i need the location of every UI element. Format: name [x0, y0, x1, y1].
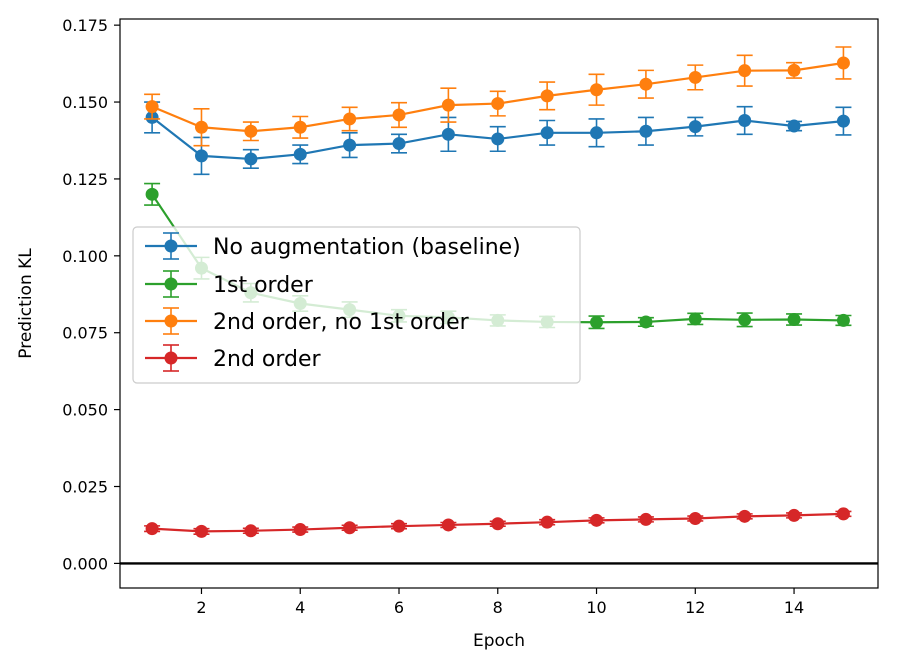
- data-point: [836, 507, 850, 521]
- legend-box: [132, 226, 581, 384]
- data-point: [540, 89, 554, 103]
- x-tick-label: 4: [295, 598, 305, 617]
- legend-entry: 1st order: [145, 270, 314, 298]
- data-point: [639, 315, 653, 329]
- x-axis-title: Epoch: [473, 631, 525, 651]
- data-point: [836, 313, 850, 327]
- x-tick-label: 2: [196, 598, 206, 617]
- data-point: [343, 112, 357, 126]
- data-point: [293, 147, 307, 161]
- data-point: [293, 120, 307, 134]
- data-point: [491, 132, 505, 146]
- legend: No augmentation (baseline) 1st order 2nd o…: [132, 226, 581, 384]
- series-layer: [144, 46, 852, 538]
- y-tick-label: 0.125: [62, 170, 108, 189]
- legend-label: 1st order: [213, 273, 314, 298]
- data-point: [688, 312, 702, 326]
- data-point: [540, 126, 554, 140]
- legend-marker: [164, 277, 178, 291]
- data-point: [194, 120, 208, 134]
- data-point: [836, 56, 850, 70]
- data-point: [738, 113, 752, 127]
- data-point: [145, 522, 159, 536]
- axes-frame: [119, 18, 879, 589]
- x-tick-label: 14: [784, 598, 804, 617]
- data-point: [688, 70, 702, 84]
- y-tick-label: 0.100: [62, 247, 108, 266]
- y-tick-label: 0.050: [62, 401, 108, 420]
- data-point: [392, 137, 406, 151]
- data-point: [639, 77, 653, 91]
- x-tick-label: 8: [493, 598, 503, 617]
- data-point: [639, 124, 653, 138]
- data-point: [836, 114, 850, 128]
- x-tick-label: 10: [586, 598, 606, 617]
- data-point: [491, 97, 505, 111]
- data-point: [244, 524, 258, 538]
- series-3: [144, 46, 852, 147]
- y-tick-label: 0.025: [62, 478, 108, 497]
- y-tick-label: 0.000: [62, 554, 108, 573]
- legend-entry: 2nd order, no 1st order: [145, 307, 470, 335]
- data-point: [145, 100, 159, 114]
- legend-label: 2nd order: [213, 347, 322, 372]
- data-point: [787, 508, 801, 522]
- data-point: [145, 187, 159, 201]
- data-point: [441, 127, 455, 141]
- data-point: [441, 518, 455, 532]
- legend-entry: No augmentation (baseline): [145, 232, 521, 260]
- data-point: [738, 64, 752, 78]
- legend-label: No augmentation (baseline): [213, 235, 521, 260]
- y-tick-label: 0.175: [62, 16, 108, 35]
- data-point: [787, 312, 801, 326]
- x-tick-label: 6: [394, 598, 404, 617]
- x-tick-label: 12: [685, 598, 705, 617]
- data-point: [540, 515, 554, 529]
- y-tick-label: 0.150: [62, 93, 108, 112]
- data-point: [194, 149, 208, 163]
- y-axis-title: Prediction KL: [16, 248, 36, 359]
- legend-marker: [164, 239, 178, 253]
- data-point: [590, 83, 604, 97]
- legend-label: 2nd order, no 1st order: [213, 310, 470, 335]
- data-point: [590, 315, 604, 329]
- data-point: [787, 119, 801, 133]
- data-point: [738, 313, 752, 327]
- data-point: [787, 63, 801, 77]
- data-point: [688, 511, 702, 525]
- data-point: [738, 509, 752, 523]
- series-4: [144, 507, 852, 538]
- data-point: [639, 512, 653, 526]
- data-point: [392, 108, 406, 122]
- data-point: [688, 120, 702, 134]
- data-point: [244, 152, 258, 166]
- data-point: [441, 98, 455, 112]
- y-tick-label: 0.075: [62, 324, 108, 343]
- legend-entry: 2nd order: [145, 344, 322, 372]
- data-point: [392, 519, 406, 533]
- data-point: [244, 124, 258, 138]
- data-point: [590, 126, 604, 140]
- data-point: [343, 138, 357, 152]
- axes-layer: 2 4 6 8 10 12 14 0.000 0.025 0.050 0.075 0.100 0.125…: [62, 16, 879, 617]
- data-point: [491, 517, 505, 531]
- data-point: [590, 513, 604, 527]
- data-point: [343, 521, 357, 535]
- legend-marker: [164, 351, 178, 365]
- data-point: [293, 523, 307, 537]
- legend-marker: [164, 314, 178, 328]
- data-point: [194, 524, 208, 538]
